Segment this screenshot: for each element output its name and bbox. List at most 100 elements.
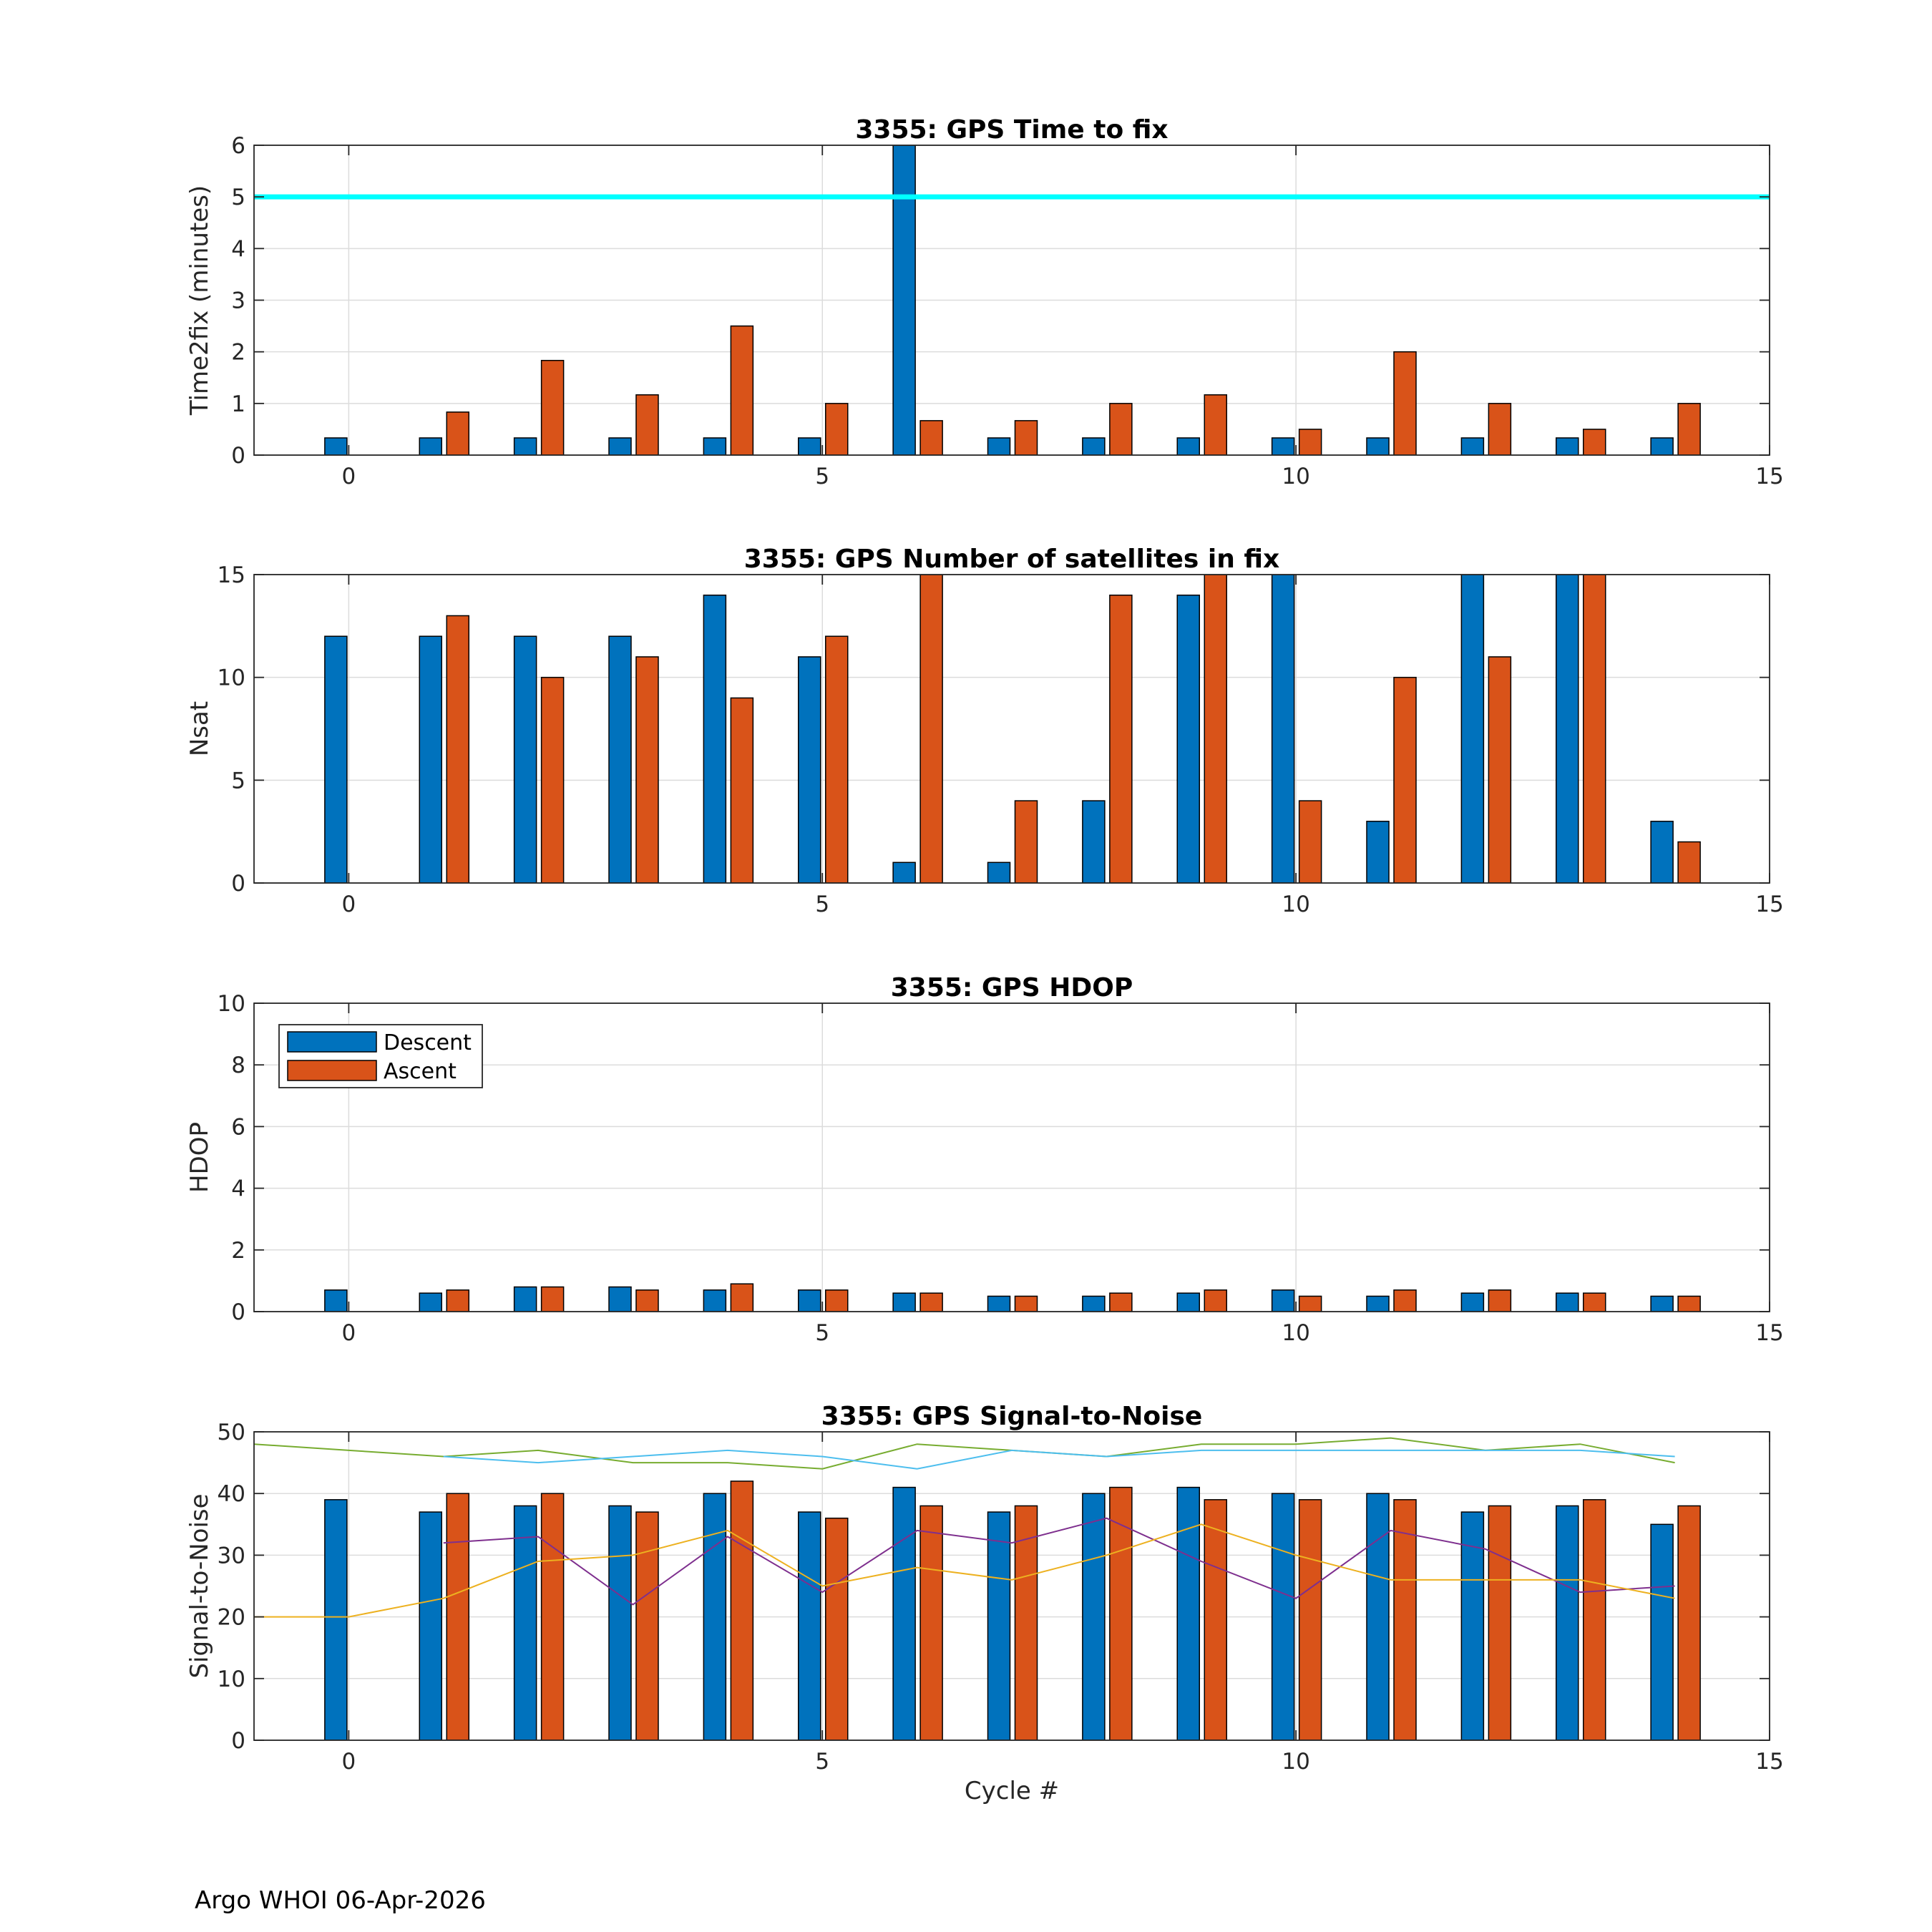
bar-descent (1176, 1292, 1200, 1312)
y-tick-label: 2 (231, 1238, 245, 1264)
bar-descent (987, 437, 1011, 455)
legend-swatch-ascent (287, 1060, 377, 1081)
y-tick-label: 3 (231, 288, 245, 314)
bar-ascent (1204, 1289, 1227, 1312)
bar-descent (419, 1511, 442, 1740)
bars (324, 1283, 1701, 1312)
bar-descent (419, 1292, 442, 1312)
x-tick-label: 5 (815, 464, 829, 489)
bar-ascent (1677, 1505, 1701, 1740)
x-axis-label: Cycle # (965, 1777, 1059, 1805)
bar-ascent (1488, 1289, 1512, 1312)
bar-descent (892, 1292, 916, 1312)
bar-descent (703, 1289, 727, 1312)
y-tick-label: 0 (231, 871, 245, 897)
x-tick-label: 5 (815, 1320, 829, 1346)
y-tick-label: 4 (231, 236, 245, 262)
bar-ascent (1298, 800, 1322, 883)
y-tick-label: 6 (231, 1114, 245, 1140)
bar-ascent (1298, 1295, 1322, 1312)
bar-descent (1460, 575, 1485, 883)
bar-ascent (1583, 575, 1606, 883)
bar-descent (513, 1505, 537, 1740)
chart-title: 3355: GPS Time to fix (855, 115, 1168, 145)
bar-descent (1556, 437, 1579, 455)
bar-descent (1460, 1292, 1485, 1312)
y-tick-label: 4 (231, 1176, 245, 1202)
legend-label-ascent: Ascent (384, 1059, 457, 1084)
bar-ascent (1109, 594, 1133, 883)
bar-ascent (635, 1289, 659, 1312)
x-tick-label: 15 (1755, 464, 1783, 489)
legend-label-descent: Descent (384, 1030, 472, 1055)
y-tick-label: 0 (231, 443, 245, 469)
bar-ascent (1393, 1289, 1417, 1312)
bar-descent (1271, 1493, 1295, 1740)
bars (324, 575, 1701, 883)
x-tick-label: 10 (1282, 1749, 1309, 1775)
bar-descent (513, 437, 537, 455)
bar-descent (324, 437, 348, 455)
bar-descent (703, 437, 727, 455)
y-tick-label: 0 (231, 1728, 245, 1754)
plot-area (254, 1003, 1770, 1312)
bar-ascent (446, 1493, 469, 1740)
panel-4: 0 5 10 15 0 10 20 30 40 50 3355: GPS Signal-to-Noi… (185, 1402, 1784, 1805)
bar-descent (324, 1289, 348, 1312)
bar-descent (1366, 437, 1390, 455)
bar-descent (513, 635, 537, 883)
bar-descent (1271, 1289, 1295, 1312)
y-tick-label: 20 (218, 1605, 245, 1631)
bar-ascent (1014, 1295, 1038, 1312)
chart-title: 3355: GPS Number of satellites in fix (744, 545, 1280, 574)
bar-descent (1082, 437, 1106, 455)
bar-descent (1271, 575, 1295, 883)
bar-ascent (635, 656, 659, 883)
y-tick-label: 0 (231, 1299, 245, 1325)
x-tick-label: 5 (815, 1749, 829, 1775)
bar-ascent (1204, 575, 1227, 883)
bar-descent (1082, 1295, 1106, 1312)
x-tick-label: 0 (342, 1320, 356, 1346)
bar-ascent (446, 1289, 469, 1312)
y-axis-label: Nsat (185, 701, 214, 756)
bar-ascent (825, 635, 849, 883)
snr-line-4 (254, 1523, 1675, 1618)
y-tick-label: 8 (231, 1053, 245, 1078)
bar-descent (1366, 1295, 1390, 1312)
bar-ascent (540, 1493, 565, 1740)
bar-descent (608, 1505, 632, 1740)
bar-ascent (730, 1283, 754, 1312)
bar-ascent (1677, 403, 1701, 455)
plot-area (254, 575, 1770, 883)
bar-ascent (540, 1286, 565, 1312)
x-tick-label: 10 (1282, 464, 1309, 489)
bar-descent (1366, 1493, 1390, 1740)
y-tick-label: 10 (218, 665, 245, 691)
bar-descent (987, 1511, 1011, 1740)
bar-ascent (919, 575, 943, 883)
y-tick-label: 6 (231, 133, 245, 159)
bar-ascent (446, 615, 469, 883)
bar-descent (1650, 821, 1674, 883)
snr-line-2 (443, 1449, 1675, 1470)
bar-descent (798, 1289, 821, 1312)
axes-box (253, 574, 1770, 884)
bar-ascent (540, 359, 565, 455)
legend-swatch-descent (287, 1031, 377, 1053)
bar-ascent (919, 1505, 943, 1740)
bar-descent (1082, 800, 1106, 883)
bar-ascent (730, 1480, 754, 1740)
bar-ascent (825, 1517, 849, 1740)
bar-ascent (1109, 1486, 1133, 1740)
bar-descent (1650, 1523, 1674, 1740)
bar-descent (1460, 437, 1485, 455)
y-tick-label: 40 (218, 1481, 245, 1507)
bar-descent (324, 635, 348, 883)
y-tick-label: 30 (218, 1543, 245, 1568)
bar-descent (1176, 1486, 1200, 1740)
bar-ascent (1393, 351, 1417, 455)
bar-ascent (1677, 841, 1701, 883)
bar-descent (1650, 437, 1674, 455)
